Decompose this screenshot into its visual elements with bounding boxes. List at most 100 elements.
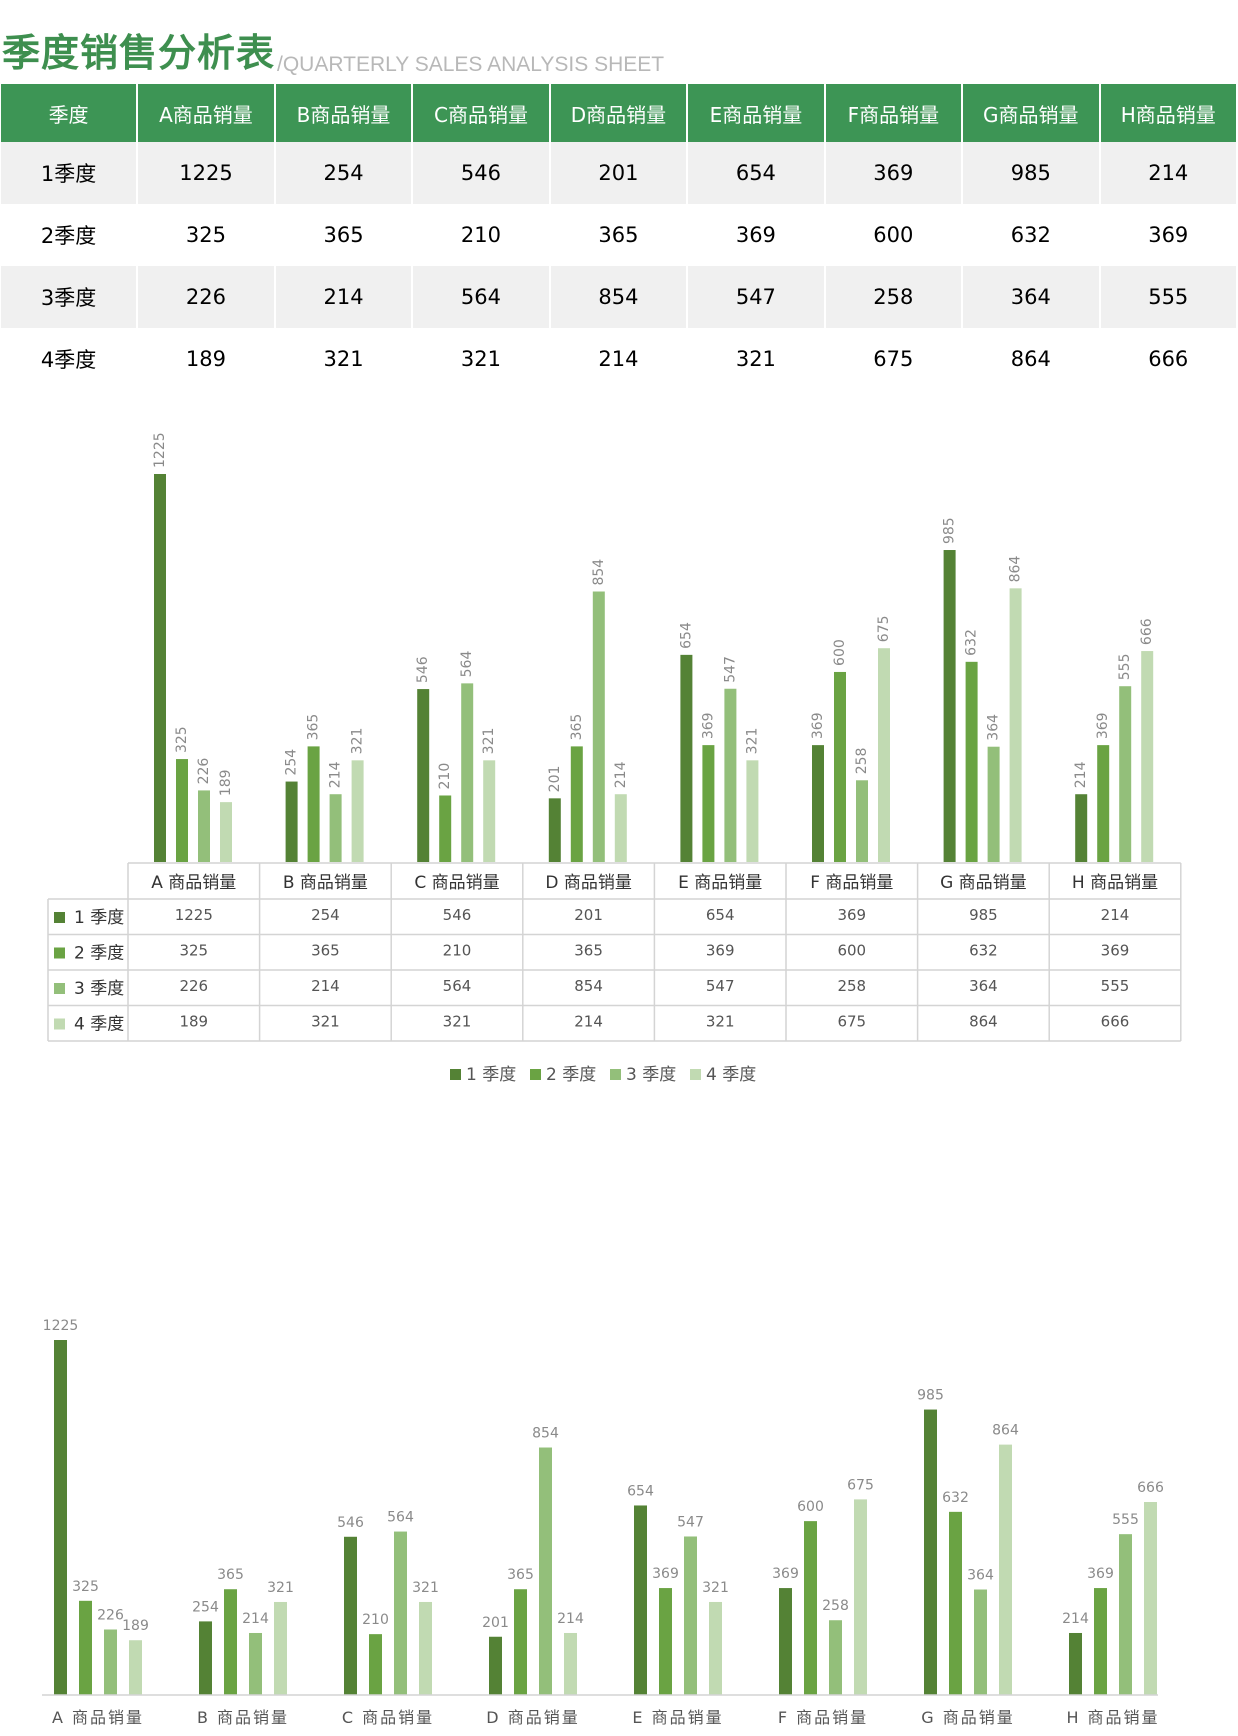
table-cell: 189 — [137, 328, 276, 390]
data-label: 547 — [677, 1514, 704, 1530]
table-value: 325 — [179, 942, 208, 960]
bar — [999, 1444, 1012, 1695]
bar — [812, 745, 824, 862]
bar — [369, 1634, 382, 1695]
table-value: 369 — [1101, 942, 1130, 960]
data-label: 365 — [217, 1567, 244, 1583]
data-label: 321 — [702, 1580, 729, 1596]
column-header: F商品销量 — [824, 84, 964, 142]
bar — [856, 780, 868, 862]
data-label: 321 — [744, 728, 760, 755]
table-value: 201 — [574, 906, 603, 924]
table-value: 254 — [311, 906, 340, 924]
table-cell: 258 — [824, 266, 964, 328]
sales-table: 季度 A商品销量 B商品销量 C商品销量 D商品销量 E商品销量 F商品销量 G… — [1, 84, 1238, 390]
data-label: 226 — [97, 1608, 124, 1624]
data-label: 854 — [532, 1426, 559, 1442]
bar — [987, 746, 1000, 862]
data-label: 321 — [350, 728, 366, 755]
category-label: H 商品销量 — [1066, 1708, 1159, 1727]
bar — [461, 683, 474, 862]
bar — [924, 1409, 937, 1695]
bar — [1144, 1501, 1157, 1695]
table-cell: 675 — [824, 328, 964, 390]
legend-label: 2 季度 — [546, 1065, 596, 1085]
table-cell: 321 — [274, 328, 414, 390]
data-label: 325 — [174, 726, 190, 753]
bar — [1119, 1534, 1132, 1695]
data-label: 666 — [1137, 1480, 1164, 1496]
table-cell: 3季度 — [1, 266, 139, 328]
table-value: 854 — [574, 977, 603, 995]
bar — [199, 1621, 212, 1695]
data-label: 369 — [810, 712, 826, 739]
table-cell: 226 — [137, 266, 276, 328]
bar — [514, 1589, 527, 1695]
table-value: 654 — [706, 906, 735, 924]
table-row: 2季度 325 365 210 365 369 600 632 369 — [1, 204, 1238, 266]
column-header: B商品销量 — [274, 84, 414, 142]
data-label: 214 — [557, 1611, 584, 1627]
table-cell: 2季度 — [1, 204, 139, 266]
category-label: G 商品销量 — [921, 1708, 1015, 1727]
table-cell: 325 — [137, 204, 276, 266]
bar — [489, 1636, 502, 1695]
data-label: 254 — [284, 749, 300, 776]
table-value: 226 — [179, 977, 208, 995]
table-cell: 214 — [274, 266, 414, 328]
category-label: E 商品销量 — [632, 1708, 723, 1727]
data-label: 675 — [876, 615, 892, 642]
legend-key — [54, 1018, 65, 1030]
bar — [659, 1588, 672, 1695]
page-title: 季度销售分析表 — [2, 31, 276, 75]
data-label: 201 — [482, 1615, 509, 1631]
category-label: G 商品销量 — [940, 873, 1027, 893]
table-row: 3季度 226 214 564 854 547 258 364 555 — [1, 266, 1238, 328]
table-value: 555 — [1101, 977, 1130, 995]
bar — [249, 1632, 262, 1695]
data-label: 546 — [337, 1515, 364, 1531]
table-value: 369 — [837, 906, 866, 924]
table-cell: 201 — [549, 142, 689, 204]
bar — [1094, 1588, 1107, 1695]
table-value: 675 — [837, 1013, 866, 1031]
data-label: 210 — [437, 763, 453, 790]
bar — [439, 795, 452, 862]
category-label: A 商品销量 — [151, 873, 236, 893]
table-cell: 864 — [962, 328, 1101, 390]
bar — [684, 1536, 697, 1695]
table-cell: 1季度 — [1, 142, 139, 204]
data-label: 210 — [362, 1612, 389, 1628]
table-row: 4季度 189 321 321 214 321 675 864 666 — [1, 328, 1238, 390]
data-label: 365 — [306, 714, 322, 741]
bar — [539, 1447, 552, 1695]
bar — [965, 661, 978, 862]
table-value: 214 — [574, 1013, 603, 1031]
series-label: 4 季度 — [74, 1015, 124, 1035]
data-label: 254 — [192, 1599, 219, 1615]
table-value: 365 — [574, 942, 603, 960]
data-label: 321 — [481, 728, 497, 755]
table-cell: 632 — [962, 204, 1101, 266]
legend-key — [54, 983, 65, 994]
data-label: 654 — [627, 1483, 654, 1499]
table-value: 564 — [443, 977, 472, 995]
bar — [329, 794, 342, 862]
data-label: 321 — [412, 1580, 439, 1596]
bar — [548, 798, 561, 862]
bar — [1075, 794, 1088, 862]
bar — [483, 760, 496, 862]
table-cell: 369 — [687, 204, 826, 266]
table-value: 666 — [1101, 1013, 1130, 1031]
data-label: 675 — [847, 1477, 874, 1493]
bar — [129, 1640, 142, 1695]
table-cell: 365 — [549, 204, 689, 266]
bar — [804, 1521, 817, 1695]
bar — [854, 1499, 867, 1695]
data-label: 369 — [652, 1566, 679, 1582]
bar — [198, 790, 210, 862]
bar — [154, 474, 166, 862]
bar — [724, 688, 737, 862]
column-header: E商品销量 — [687, 84, 826, 142]
bar — [634, 1505, 647, 1695]
